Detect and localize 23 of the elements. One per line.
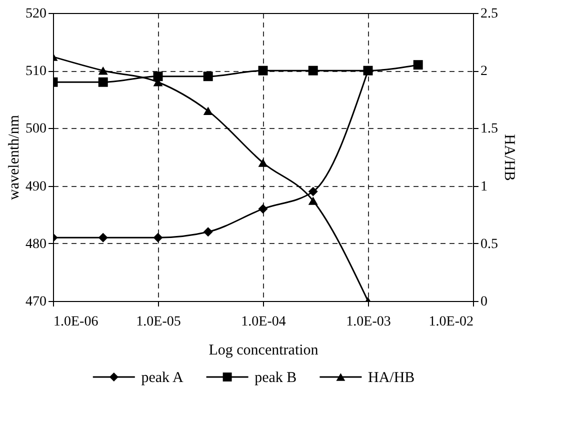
x-tick-label: 1.0E-06 (54, 314, 98, 330)
x-tick-label: 1.0E-05 (136, 314, 181, 330)
y2-tick-label: 2 (480, 64, 488, 80)
y-axis-title: wavelenth/nm (6, 114, 22, 200)
y2-tick-label: 0 (480, 294, 488, 310)
y2-tick-label: 1 (480, 179, 488, 194)
y2-axis-title: HA/HB (501, 134, 517, 181)
legend-label: peak A (141, 370, 184, 386)
x-tick-label: 1.0E-04 (241, 314, 286, 330)
x-tick-label: 1.0E-03 (346, 314, 391, 330)
legend-label: peak B (254, 370, 297, 386)
y-tick-label: 520 (26, 6, 46, 22)
y-tick-label: 500 (26, 122, 46, 137)
y2-tick-label: 0.5 (480, 236, 498, 252)
y2-tick-label: 1.5 (480, 122, 498, 137)
y-tick-label: 510 (26, 64, 46, 80)
x-axis-title: Log concentration (208, 342, 319, 358)
y-tick-label: 470 (26, 294, 46, 310)
legend-label: HA/HB (368, 370, 415, 386)
y2-tick-label: 2.5 (480, 6, 498, 22)
y-tick-label: 490 (26, 179, 46, 194)
x-tick-label: 1.0E-02 (428, 314, 474, 330)
y-tick-label: 480 (26, 236, 46, 252)
